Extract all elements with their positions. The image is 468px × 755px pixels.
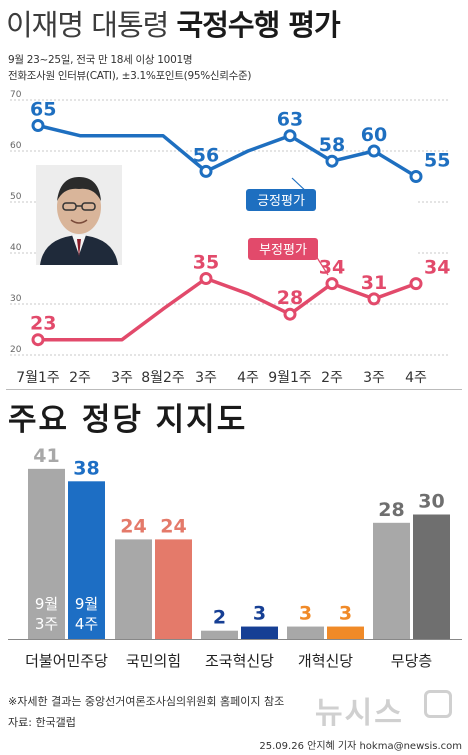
bar-series-inner-label: 4주: [75, 615, 98, 633]
positive-point: [325, 154, 339, 168]
positive-data-label: 58: [319, 134, 345, 156]
bar-s1: [373, 522, 410, 639]
bar-s2: [241, 626, 278, 639]
bar-value-label: 30: [418, 491, 444, 513]
y-tick-label: 50: [10, 192, 22, 202]
bar-value-label: 28: [378, 499, 404, 521]
x-tick-label: 2주: [69, 370, 91, 386]
negative-data-label: 28: [277, 287, 303, 309]
title-part2: 국정수행 평가: [176, 8, 341, 42]
positive-point: [409, 170, 423, 183]
bar-value-label: 3: [299, 603, 312, 625]
title-part1: 이재명 대통령: [6, 8, 177, 42]
negative-point: [367, 292, 381, 306]
y-tick-label: 60: [10, 141, 22, 151]
y-tick-label: 70: [10, 90, 22, 100]
x-tick-label: 4주: [405, 370, 427, 386]
positive-legend-label: 긍정평가: [257, 194, 305, 209]
bar-s2: [68, 481, 105, 639]
bar-value-label: 24: [120, 515, 146, 537]
bar-s1: [287, 626, 324, 639]
president-portrait-photo: [36, 165, 122, 265]
bar-series-inner-label: 9월: [35, 595, 58, 613]
positive-data-label: 65: [30, 99, 56, 121]
bar-value-label: 24: [160, 515, 186, 537]
bar-value-label: 2: [213, 607, 226, 629]
x-tick-label: 2주: [321, 370, 343, 386]
positive-point: [31, 119, 45, 132]
negative-callout-line: [315, 255, 329, 276]
party-support-title: 주요 정당 지지도: [8, 402, 248, 438]
portrait-icon: [36, 165, 122, 265]
x-tick-label: 7월1주: [16, 370, 60, 386]
bar-value-label: 38: [73, 457, 99, 479]
bar-series-inner-label: 3주: [35, 615, 58, 633]
negative-point: [199, 272, 213, 285]
negative-point: [283, 307, 297, 321]
x-tick-label: 3주: [363, 370, 385, 386]
x-tick-label: 3주: [195, 370, 217, 386]
category-label: 조국혁신당: [205, 652, 274, 670]
bar-s1: [28, 468, 65, 639]
bar-value-label: 41: [33, 445, 59, 467]
negative-legend-box: [248, 238, 318, 260]
section-divider: [6, 389, 462, 390]
positive-data-label: 55: [424, 150, 450, 172]
negative-legend-label: 부정평가: [259, 243, 307, 258]
source: 자료: 한국갤럽: [8, 716, 76, 729]
watermark-logo-icon: [424, 690, 452, 718]
bar-s1: [115, 539, 152, 639]
negative-data-label: 35: [193, 252, 219, 274]
credit: 25.09.26 안지혜 기자 hokma@newsis.com: [259, 741, 462, 752]
positive-data-label: 63: [277, 109, 303, 131]
bar-s2: [327, 626, 364, 639]
x-tick-label: 4주: [237, 370, 259, 386]
category-label: 국민의힘: [126, 652, 181, 670]
bar-value-label: 3: [339, 603, 352, 625]
y-tick-label: 20: [10, 345, 22, 355]
negative-data-label: 34: [319, 257, 345, 279]
positive-point: [283, 129, 297, 143]
negative-point: [409, 277, 423, 291]
watermark-text: 뉴시스: [315, 696, 404, 731]
bar-series-inner-label: 9월: [75, 595, 98, 613]
subtitle-line2: 전화조사원 인터뷰(CATI), ±3.1%포인트(95%신뢰수준): [8, 70, 252, 82]
positive-legend-box: [246, 189, 316, 211]
category-label: 무당층: [391, 652, 432, 670]
category-label: 더불어민주당: [25, 652, 108, 670]
bar-s2: [413, 514, 450, 639]
y-tick-label: 40: [10, 243, 22, 253]
bar-s1: [201, 630, 238, 639]
negative-series-line: [38, 276, 417, 342]
subtitle-line1: 9월 23~25일, 전국 만 18세 이상 1001명: [8, 54, 193, 66]
x-tick-label: 9월1주: [268, 370, 312, 386]
bar-s2: [155, 539, 192, 639]
footnote: ※자세한 결과는 중앙선거여론조사심의위원회 홈페이지 참조: [8, 695, 285, 708]
category-label: 개혁신당: [298, 652, 353, 670]
positive-point: [199, 164, 213, 178]
positive-data-label: 56: [193, 144, 219, 166]
page-title: 이재명 대통령 국정수행 평가: [6, 2, 341, 44]
y-tick-label: 30: [10, 294, 22, 304]
negative-point: [31, 333, 45, 347]
x-tick-label: 8월2주: [141, 370, 185, 386]
negative-data-label: 34: [424, 257, 450, 279]
positive-point: [367, 144, 381, 158]
negative-data-label: 31: [361, 272, 387, 294]
negative-data-label: 23: [30, 313, 56, 335]
bar-value-label: 3: [253, 603, 266, 625]
x-tick-label: 3주: [111, 370, 133, 386]
positive-data-label: 60: [361, 124, 387, 146]
negative-point: [325, 277, 339, 291]
positive-series-line: [37, 123, 417, 178]
